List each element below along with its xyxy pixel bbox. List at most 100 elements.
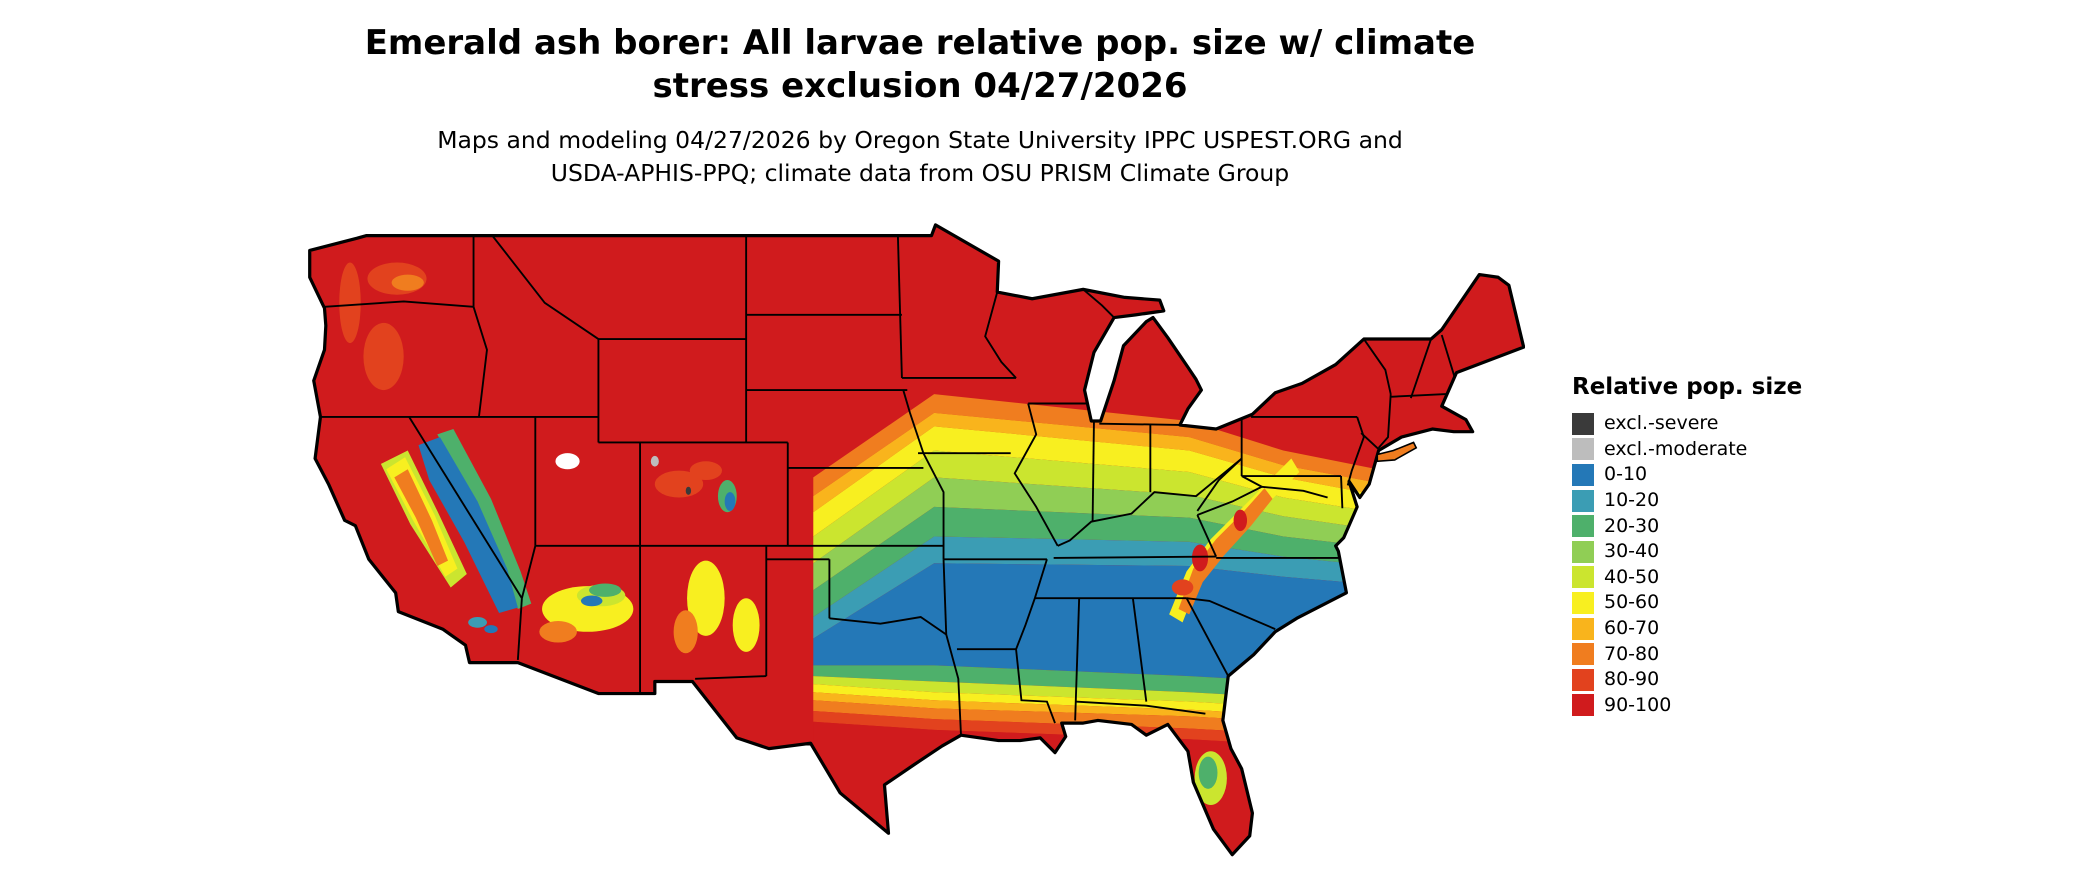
legend-entry: 30-40: [1572, 539, 1802, 565]
map-patch: [1171, 579, 1194, 596]
map-patch: [1233, 509, 1248, 532]
state-boundary: [1360, 432, 1380, 450]
us-outline: [308, 223, 1526, 857]
state-boundary: [1091, 422, 1095, 522]
legend-entry: 80-90: [1572, 667, 1802, 693]
legend-entry: 40-50: [1572, 565, 1802, 591]
legend-swatch: [1572, 643, 1594, 666]
us-map-svg: [308, 223, 1526, 857]
legend-swatch: [1572, 591, 1594, 614]
map-patch: [468, 617, 487, 628]
legend-entry-label: excl.-severe: [1604, 412, 1719, 435]
legend-swatch: [1572, 540, 1594, 563]
pop-band-70-80: [813, 394, 1524, 497]
pop-band-10-20: [813, 536, 1524, 639]
state-boundary: [896, 235, 903, 379]
state-boundary: [520, 545, 537, 599]
map-patch: [539, 621, 577, 643]
legend-swatch: [1572, 463, 1594, 486]
legend-title: Relative pop. size: [1572, 374, 1803, 400]
map-patch: [1178, 488, 1273, 615]
state-boundary: [1013, 403, 1059, 547]
legend-entry: 10-20: [1572, 488, 1802, 514]
legend-entry-label: 30-40: [1604, 540, 1660, 563]
state-boundary: [902, 389, 925, 454]
state-boundary: [1131, 598, 1148, 702]
pop-band-30-40: [813, 477, 1524, 591]
state-boundary: [1185, 597, 1230, 677]
legend-entry-label: 60-70: [1604, 617, 1660, 640]
legend-swatch: [1572, 668, 1594, 691]
state-boundary: [1409, 338, 1432, 399]
map-patch: [685, 486, 692, 495]
map-patch: [1198, 756, 1218, 789]
state-boundary: [1241, 475, 1263, 488]
state-boundary: [491, 235, 599, 340]
legend-entry-label: 80-90: [1604, 668, 1660, 691]
map-patch: [484, 625, 498, 634]
state-boundary: [1261, 485, 1328, 499]
legend-entry-label: 40-50: [1604, 565, 1660, 588]
legend-entry-label: 0-10: [1604, 463, 1648, 486]
pop-band-60-70: [813, 412, 1524, 513]
us-map: [303, 222, 1526, 867]
legend-entry: 90-100: [1572, 693, 1802, 719]
state-boundary: [1197, 485, 1263, 516]
legend-entry: excl.-severe: [1572, 411, 1802, 437]
state-boundary: [1057, 457, 1243, 547]
state-boundary: [942, 559, 948, 635]
map-patch: [555, 453, 580, 470]
legend-entry: 60-70: [1572, 616, 1802, 642]
legend-swatch: [1572, 617, 1594, 640]
state-boundary: [516, 598, 523, 661]
legend-entry-label: excl.-moderate: [1604, 437, 1748, 460]
map-patch: [339, 262, 361, 344]
state-boundary: [1390, 393, 1446, 398]
legend-swatch: [1572, 566, 1594, 589]
map-patch: [687, 560, 725, 636]
state-boundary: [1377, 394, 1392, 449]
state-boundary: [1082, 288, 1115, 319]
map-patch: [732, 598, 760, 652]
state-boundary: [1363, 338, 1392, 395]
map-legend: Relative pop. size excl.-severe excl.-mod…: [1572, 374, 1802, 718]
map-patch: [724, 492, 736, 511]
pop-band-40-50: [813, 450, 1524, 564]
state-boundary: [1053, 555, 1217, 559]
map-patch: [363, 322, 404, 391]
state-boundary: [1099, 422, 1180, 426]
map-subtitle: Maps and modeling 04/27/2026 by Oregon S…: [0, 124, 1840, 191]
map-subtitle-line1: Maps and modeling 04/27/2026 by Oregon S…: [437, 126, 1403, 154]
state-boundary: [1186, 597, 1276, 630]
legend-swatch: [1572, 694, 1594, 717]
map-patch: [418, 437, 518, 613]
map-patch: [673, 610, 698, 654]
state-boundary: [922, 452, 945, 560]
legend-swatch: [1572, 489, 1594, 512]
state-boundary: [1346, 416, 1365, 486]
legend-swatch: [1572, 515, 1594, 538]
map-title-line1: Emerald ash borer: All larvae relative p…: [364, 23, 1476, 63]
state-boundary: [1340, 475, 1344, 509]
state-boundary: [472, 306, 488, 418]
map-patch: [1191, 544, 1209, 572]
state-boundary: [1015, 649, 1056, 724]
map-title: Emerald ash borer: All larvae relative p…: [0, 22, 1840, 107]
legend-entry-label: 20-30: [1604, 514, 1660, 537]
map-patch: [689, 461, 722, 481]
state-boundary: [945, 634, 962, 736]
legend-entry: 20-30: [1572, 513, 1802, 539]
state-boundary: [1074, 598, 1081, 721]
pop-band-90-100: [813, 721, 1524, 855]
map-patch: [580, 595, 603, 607]
map-patch: [394, 469, 449, 566]
legend-swatch: [1572, 438, 1594, 461]
state-boundary: [1015, 558, 1048, 650]
legend-swatch: [1572, 412, 1594, 435]
legend-entry: 0-10: [1572, 462, 1802, 488]
legend-entry: 50-60: [1572, 590, 1802, 616]
legend-entry-label: 90-100: [1604, 693, 1672, 716]
state-boundary: [829, 616, 947, 636]
map-patch: [589, 583, 622, 597]
map-title-line2: stress exclusion 04/27/2026: [652, 65, 1188, 106]
